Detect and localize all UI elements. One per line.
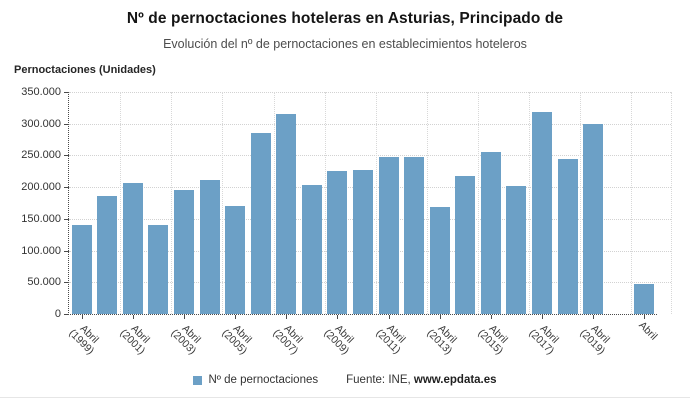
x-tick-label: Abril (2003) [168, 322, 203, 358]
x-axis-tick [184, 315, 186, 319]
x-axis-tick [490, 315, 492, 319]
gridline-v [478, 92, 480, 314]
y-tick-label: 100.000 [21, 244, 61, 257]
x-tick-label: Abril (1999) [66, 322, 101, 358]
x-axis-tick [235, 315, 237, 319]
source-note: Fuente: INE, www.epdata.es [346, 374, 496, 386]
x-axis-tick [439, 315, 441, 319]
x-tick-label: Abril (2015) [475, 322, 510, 358]
legend: Nº de pernoctaciones Fuente: INE, www.ep… [0, 372, 690, 388]
gridline-v [222, 92, 224, 314]
x-axis-tick [541, 315, 543, 319]
x-tick-label: Abril (2007) [270, 322, 306, 358]
bar [327, 170, 348, 314]
x-axis-tick [644, 315, 646, 319]
y-axis-tick [64, 218, 69, 220]
gridline-v [580, 92, 582, 314]
legend-label: Nº de pernoctaciones [208, 374, 319, 386]
bar [225, 206, 246, 314]
bar [250, 133, 271, 314]
y-axis-tick [64, 314, 69, 315]
x-tick-label: Abril (2009) [321, 322, 357, 358]
bar [634, 284, 655, 314]
gridline-v [529, 92, 531, 314]
y-axis-tick [64, 123, 69, 125]
bar [583, 124, 604, 314]
bar [353, 170, 373, 314]
y-tick-label: 350.000 [21, 86, 61, 98]
bar [148, 224, 169, 314]
bar [404, 157, 425, 314]
bar [480, 151, 501, 314]
x-tick-label: Abril (2011) [373, 322, 408, 357]
gridline-h [69, 155, 671, 157]
y-tick-label: 0 [54, 308, 61, 320]
gridline-h [69, 123, 671, 125]
x-axis-tick [286, 315, 288, 319]
gridline-v [426, 92, 428, 314]
y-tick-label: 300.000 [21, 117, 61, 130]
y-tick-label: 250.000 [21, 149, 61, 162]
x-axis-tick [337, 315, 339, 319]
x-tick-label: Abril (2019) [577, 322, 612, 358]
y-axis-tick [64, 187, 69, 189]
y-tick-label: 50.000 [27, 276, 61, 289]
y-axis-tick [64, 282, 69, 284]
y-axis-tick [64, 250, 69, 252]
x-axis-labels: Abril (1999) Abril (2001) Abril (2003) Abril (2… [66, 314, 660, 374]
bar [71, 225, 92, 314]
gridline-v [324, 92, 326, 314]
x-axis-tick [81, 315, 83, 319]
x-tick-label: Abril (2017) [526, 322, 561, 358]
x-axis-tick [593, 315, 595, 319]
bar [429, 207, 450, 314]
x-tick-label: Abril (2005) [219, 322, 255, 358]
bar [301, 185, 322, 314]
x-axis-tick [388, 315, 390, 319]
chart-subtitle: Evolución del nº de pernoctaciones en es… [163, 37, 527, 51]
chart-title: Nº de pernoctaciones hoteleras en Asturi… [126, 10, 564, 27]
gridline-h [69, 92, 671, 93]
y-tick-label: 150.000 [21, 212, 61, 225]
gridline-v [671, 92, 672, 314]
bar [455, 175, 476, 314]
gridline-v [171, 92, 173, 314]
footer-divider [0, 397, 690, 398]
gridline-v [375, 92, 377, 314]
bar [378, 157, 399, 314]
plot-area: 0 50.000 100.000 150.000 200.000 250.000 300.0… [21, 86, 672, 357]
bar [122, 182, 143, 314]
legend-item-pernoctaciones[interactable]: Nº de pernoctaciones [193, 374, 318, 386]
bar [506, 185, 527, 314]
y-axis-title: Pernoctaciones (Unidades) [14, 64, 156, 76]
x-tick-label: Abril (2013) [424, 322, 459, 358]
y-axis-tick [64, 155, 69, 157]
y-tick-label: 200.000 [21, 181, 61, 194]
y-axis-tick [64, 92, 69, 93]
bar [557, 158, 578, 314]
bar [199, 180, 220, 314]
bar [531, 112, 552, 314]
bar [174, 190, 195, 314]
bar [276, 113, 297, 314]
gridline-v [631, 92, 633, 314]
x-axis-tick [132, 315, 134, 319]
x-tick-label: Abril (2001) [117, 322, 152, 358]
source-site-link[interactable]: www.epdata.es [413, 374, 497, 386]
gridline-v [273, 92, 275, 314]
legend-swatch-icon [193, 375, 203, 385]
gridline-v [120, 92, 122, 314]
source-prefix: Fuente: INE, [346, 374, 411, 386]
bar [97, 196, 118, 314]
x-tick-label: Abril [636, 319, 660, 343]
